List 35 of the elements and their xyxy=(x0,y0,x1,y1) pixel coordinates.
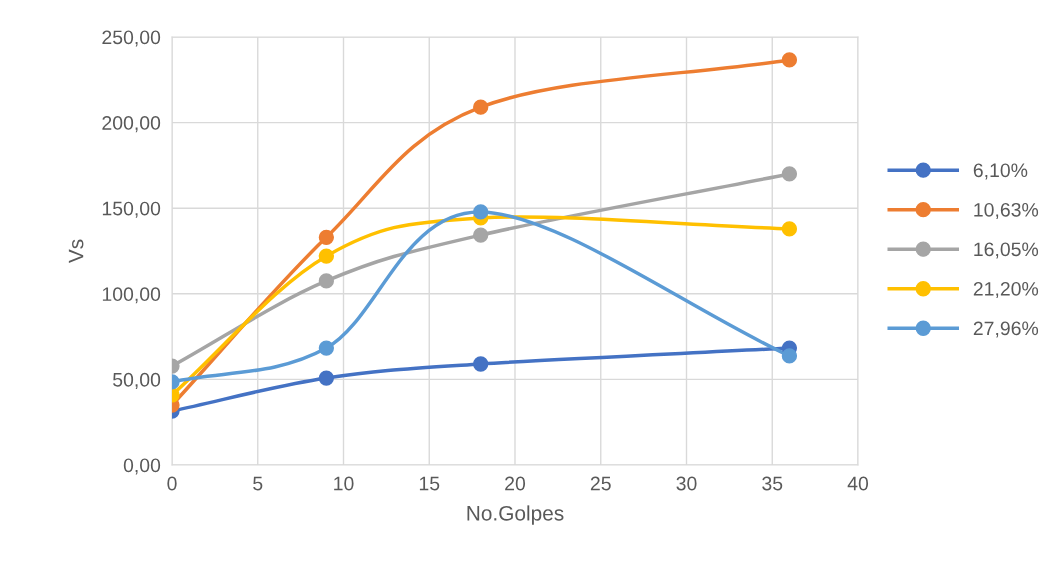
legend-label: 21,20% xyxy=(973,281,1039,299)
x-tick-label: 10 xyxy=(334,476,354,491)
x-axis-title: No.Golpes xyxy=(467,505,564,525)
y-tick-label: 200,00 xyxy=(102,116,161,133)
point xyxy=(318,340,334,356)
point xyxy=(473,204,489,220)
x-tick-label: 20 xyxy=(505,476,526,491)
y-tick-label: 150,00 xyxy=(102,201,161,218)
point xyxy=(473,227,489,243)
legend-label: 27,96% xyxy=(973,321,1039,338)
y-axis-title: Vs xyxy=(68,239,84,264)
point xyxy=(781,221,798,237)
point xyxy=(473,99,489,115)
point xyxy=(318,248,334,264)
y-tick-label: 100,00 xyxy=(102,287,161,304)
y-tick-label: 0,00 xyxy=(123,458,161,475)
legend-label: 6,10% xyxy=(973,163,1028,180)
point xyxy=(473,356,489,372)
x-tick-label: 25 xyxy=(590,476,611,491)
point xyxy=(781,52,798,68)
x-tick-label: 5 xyxy=(253,476,263,491)
x-tick-label: 15 xyxy=(419,476,440,491)
x-tick-label: 40 xyxy=(847,476,869,491)
legend-label: 10,63% xyxy=(974,202,1039,219)
legend-label: 16,05% xyxy=(974,242,1039,259)
x-tick-label: 0 xyxy=(167,476,177,491)
point xyxy=(318,273,334,289)
point xyxy=(318,370,334,386)
point xyxy=(318,229,334,245)
x-tick-label: 30 xyxy=(676,476,697,491)
point xyxy=(781,348,798,364)
y-tick-label: 50,00 xyxy=(113,372,161,389)
x-tick-label: 35 xyxy=(762,476,783,491)
y-tick-label: 250,00 xyxy=(102,30,161,47)
point xyxy=(781,166,798,182)
